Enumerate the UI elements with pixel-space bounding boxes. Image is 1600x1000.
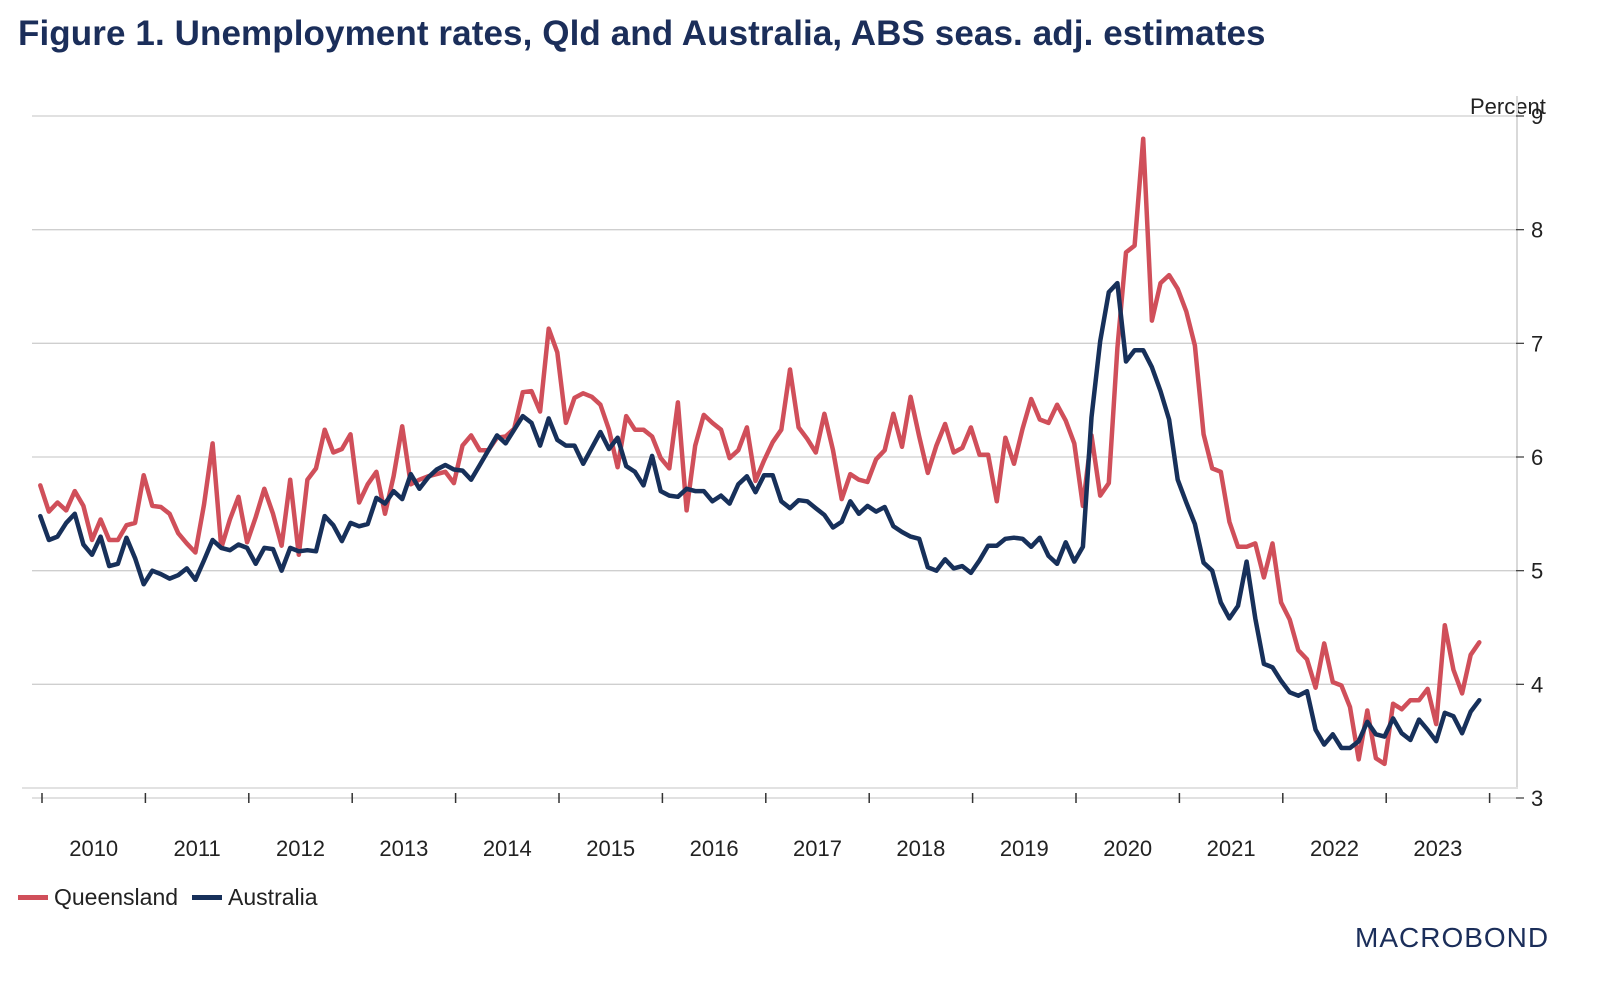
legend: Queensland Australia: [18, 884, 332, 911]
y-tick-label: 8: [1531, 218, 1543, 243]
x-tick-label: 2011: [173, 836, 220, 861]
x-tick-label: 2020: [1103, 836, 1152, 861]
plot-frame-right: [1516, 96, 1518, 788]
y-tick-label: 4: [1531, 672, 1543, 697]
y-tick-label: 5: [1531, 559, 1543, 584]
legend-label: Queensland: [54, 884, 179, 910]
series-lines: [38, 136, 1482, 767]
x-tick-label: 2021: [1207, 836, 1256, 861]
series-line-australia: [38, 280, 1482, 751]
gridlines: [32, 115, 1516, 799]
series-line-queensland: [38, 136, 1482, 767]
x-tick-label: 2015: [586, 836, 635, 861]
legend-swatch-queensland: [18, 895, 48, 900]
x-tick-label: 2013: [379, 836, 428, 861]
x-tick-label: 2019: [1000, 836, 1049, 861]
legend-swatch-australia: [192, 895, 223, 900]
x-tick-label: 2018: [896, 836, 945, 861]
x-tick-label: 2023: [1413, 836, 1462, 861]
x-tick-label: 2010: [69, 836, 118, 861]
y-axis-unit-label: Percent: [1470, 94, 1546, 119]
macrobond-logo: MACROBOND: [1355, 922, 1550, 953]
x-axis: 2010 2011 2012 2013 2014 2015 2016 2017 2018 2019…: [41, 793, 1491, 861]
legend-item-queensland[interactable]: Queensland: [18, 884, 178, 911]
x-tick-label: 2014: [483, 836, 532, 861]
legend-item-australia[interactable]: Australia: [192, 884, 318, 911]
y-axis: 3 4 5 6 7 8 9: [1516, 104, 1543, 811]
y-tick-label: 6: [1531, 445, 1543, 470]
legend-label: Australia: [228, 884, 318, 910]
plot-frame-bottom: [22, 787, 1518, 789]
x-tick-label: 2017: [793, 836, 842, 861]
y-tick-label: 7: [1531, 331, 1543, 356]
x-tick-label: 2022: [1310, 836, 1359, 861]
y-tick-label: 9: [1531, 104, 1543, 129]
x-tick-label: 2016: [690, 836, 739, 861]
y-tick-label: 3: [1531, 786, 1543, 811]
x-tick-label: 2012: [276, 836, 325, 861]
chart-title: Figure 1. Unemployment rates, Qld and Au…: [18, 14, 1266, 53]
